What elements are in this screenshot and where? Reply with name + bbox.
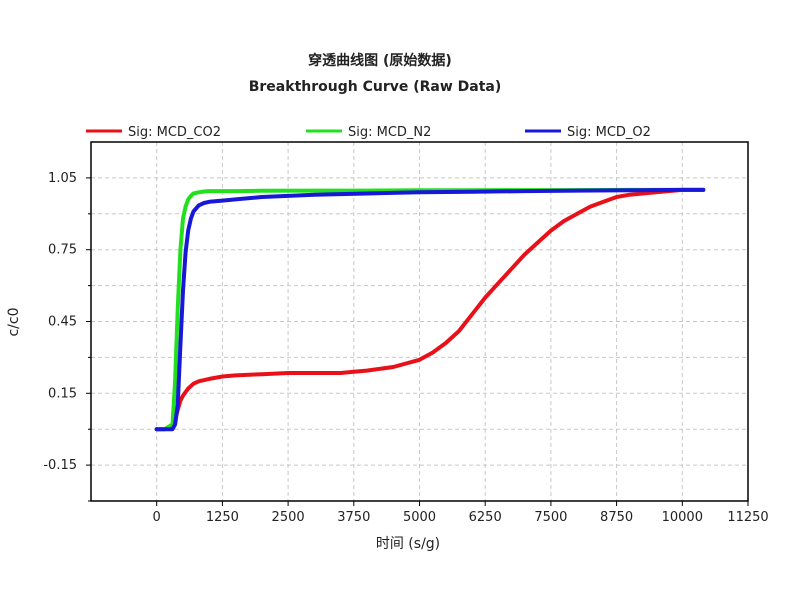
x-tick-label: 2500 bbox=[272, 510, 305, 525]
x-tick-label: 8750 bbox=[600, 510, 633, 525]
x-tick-label: 11250 bbox=[727, 510, 768, 525]
y-tick-label: 0.15 bbox=[48, 386, 77, 401]
series-layer bbox=[154, 187, 706, 432]
chart-grid bbox=[91, 142, 748, 501]
y-tick-label: 0.45 bbox=[48, 315, 77, 330]
chart-subtitle: Breakthrough Curve (Raw Data) bbox=[249, 79, 502, 95]
y-tick-label: 0.75 bbox=[48, 243, 77, 258]
chart-legend: Sig: MCD_CO2 Sig: MCD_N2 Sig: MCD_O2 bbox=[86, 125, 651, 140]
chart-title: 穿透曲线图 (原始数据) bbox=[308, 52, 452, 69]
series-line-mcd-o2 bbox=[154, 187, 706, 432]
x-tick-label: 3750 bbox=[337, 510, 370, 525]
x-tick-label: 10000 bbox=[662, 510, 703, 525]
legend-label-mcd-n2: Sig: MCD_N2 bbox=[348, 125, 431, 140]
x-tick-label: 6250 bbox=[469, 510, 502, 525]
series-line-mcd-co2 bbox=[154, 187, 706, 432]
x-tick-label: 0 bbox=[153, 510, 161, 525]
x-tick-label: 1250 bbox=[206, 510, 239, 525]
x-axis-label: 时间 (s/g) bbox=[376, 536, 440, 552]
x-axis-ticks: 0 1250 2500 3750 5000 6250 7500 8750 10000 11250 bbox=[153, 501, 769, 525]
y-axis-label: c/c0 bbox=[6, 307, 22, 336]
y-tick-label: 1.05 bbox=[48, 171, 77, 186]
x-tick-label: 7500 bbox=[534, 510, 567, 525]
y-tick-label: -0.15 bbox=[43, 458, 77, 473]
y-axis-ticks: -0.15 0.15 0.45 0.75 1.05 bbox=[43, 171, 91, 502]
legend-label-mcd-co2: Sig: MCD_CO2 bbox=[128, 125, 221, 140]
x-tick-label: 5000 bbox=[403, 510, 436, 525]
legend-label-mcd-o2: Sig: MCD_O2 bbox=[567, 125, 651, 140]
